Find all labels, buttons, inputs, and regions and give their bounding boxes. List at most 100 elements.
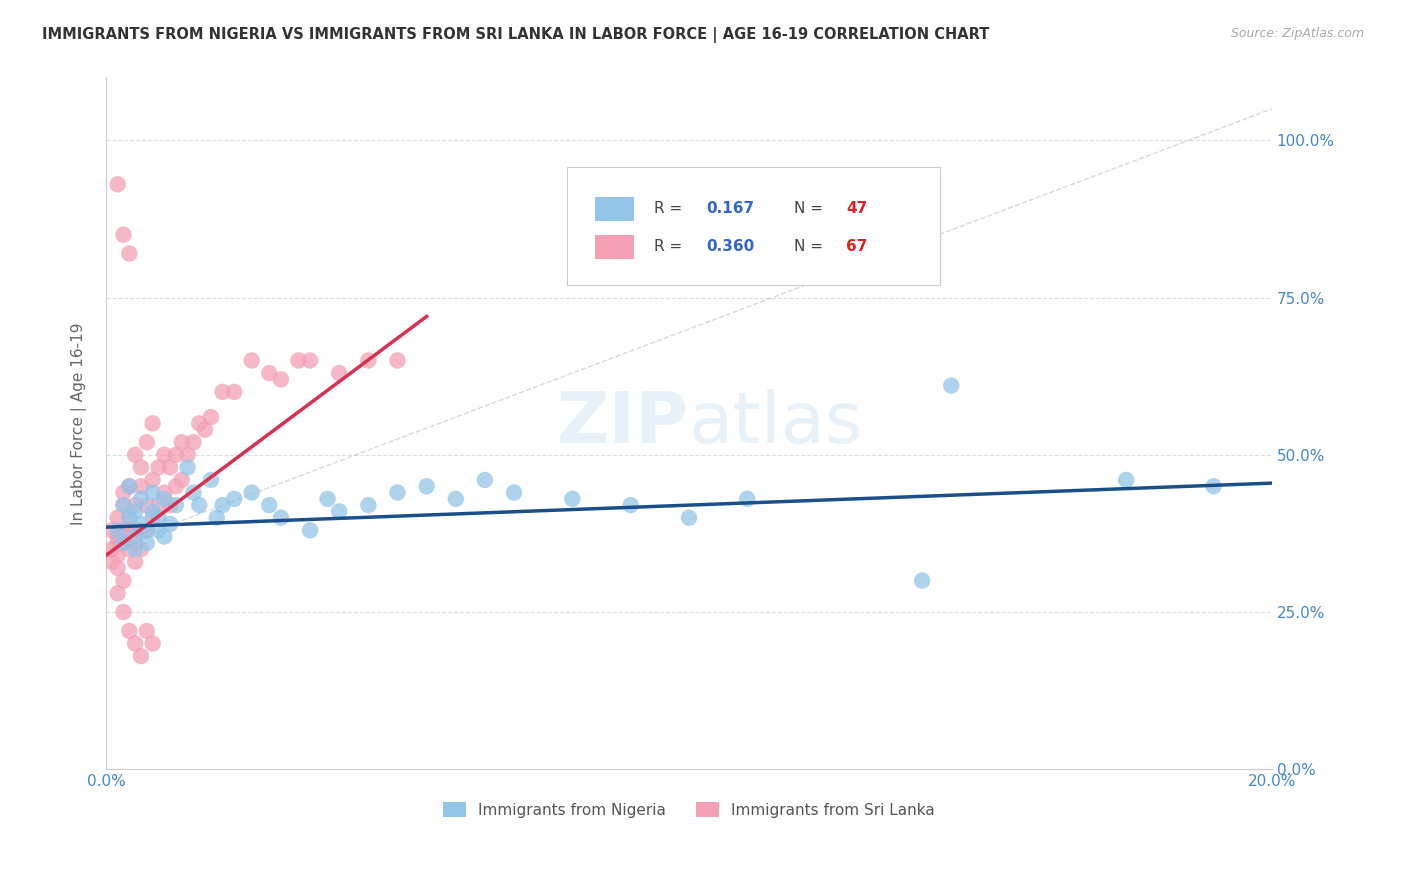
Point: [148, 460, 170, 475]
Point: [176, 448, 198, 462]
Point: [270, 372, 292, 386]
Point: [112, 605, 135, 619]
Point: [620, 498, 643, 512]
Point: [112, 536, 135, 550]
Point: [107, 586, 129, 600]
Point: [444, 491, 467, 506]
Point: [124, 530, 146, 544]
Point: [142, 504, 165, 518]
Text: N =: N =: [794, 202, 828, 217]
Point: [112, 524, 135, 538]
Point: [107, 178, 129, 192]
FancyBboxPatch shape: [595, 197, 634, 220]
Point: [148, 524, 170, 538]
Point: [118, 624, 141, 638]
Point: [118, 479, 141, 493]
Point: [112, 498, 135, 512]
Point: [129, 491, 152, 506]
Text: R =: R =: [654, 239, 688, 254]
Point: [183, 485, 205, 500]
Point: [112, 485, 135, 500]
Text: 47: 47: [846, 202, 868, 217]
Point: [148, 510, 170, 524]
Point: [328, 366, 350, 380]
Point: [211, 498, 233, 512]
Point: [240, 353, 263, 368]
Point: [357, 353, 380, 368]
Point: [118, 510, 141, 524]
Point: [142, 510, 165, 524]
Point: [735, 491, 758, 506]
Point: [224, 384, 246, 399]
Point: [124, 498, 146, 512]
Point: [107, 536, 129, 550]
Text: IMMIGRANTS FROM NIGERIA VS IMMIGRANTS FROM SRI LANKA IN LABOR FORCE | AGE 16-19 : IMMIGRANTS FROM NIGERIA VS IMMIGRANTS FR…: [42, 27, 990, 43]
Point: [1202, 479, 1225, 493]
Point: [142, 636, 165, 650]
Point: [387, 353, 409, 368]
Point: [135, 435, 157, 450]
Point: [941, 378, 963, 392]
Point: [176, 460, 198, 475]
Point: [129, 542, 152, 557]
Point: [200, 473, 222, 487]
Point: [205, 510, 228, 524]
Point: [211, 384, 233, 399]
Point: [142, 473, 165, 487]
Legend: Immigrants from Nigeria, Immigrants from Sri Lanka: Immigrants from Nigeria, Immigrants from…: [437, 796, 941, 824]
Text: N =: N =: [794, 239, 828, 254]
Point: [270, 510, 292, 524]
Point: [124, 636, 146, 650]
Point: [112, 536, 135, 550]
Point: [165, 448, 187, 462]
Point: [112, 574, 135, 588]
Point: [183, 435, 205, 450]
Point: [153, 448, 176, 462]
Point: [129, 479, 152, 493]
Point: [170, 473, 193, 487]
Point: [148, 498, 170, 512]
Point: [159, 498, 181, 512]
Text: atlas: atlas: [689, 389, 863, 458]
Point: [678, 510, 700, 524]
Point: [107, 510, 129, 524]
Point: [474, 473, 496, 487]
Point: [107, 549, 129, 563]
Point: [257, 498, 280, 512]
Point: [153, 491, 176, 506]
Point: [200, 410, 222, 425]
Point: [124, 542, 146, 557]
Point: [124, 536, 146, 550]
Point: [112, 498, 135, 512]
Point: [118, 510, 141, 524]
Point: [107, 530, 129, 544]
Point: [911, 574, 934, 588]
Point: [135, 536, 157, 550]
Point: [129, 524, 152, 538]
Point: [124, 524, 146, 538]
Point: [129, 516, 152, 531]
Point: [129, 460, 152, 475]
Point: [170, 435, 193, 450]
Point: [159, 460, 181, 475]
Point: [165, 479, 187, 493]
Point: [1115, 473, 1137, 487]
Y-axis label: In Labor Force | Age 16-19: In Labor Force | Age 16-19: [72, 322, 87, 524]
Point: [135, 524, 157, 538]
Point: [118, 542, 141, 557]
Point: [124, 448, 146, 462]
Point: [165, 498, 187, 512]
Point: [316, 491, 339, 506]
Point: [287, 353, 309, 368]
Point: [357, 498, 380, 512]
Point: [118, 479, 141, 493]
Point: [124, 504, 146, 518]
Text: 0.360: 0.360: [706, 239, 755, 254]
Point: [188, 417, 211, 431]
FancyBboxPatch shape: [595, 235, 634, 259]
Point: [101, 555, 124, 569]
Point: [159, 516, 181, 531]
Point: [415, 479, 437, 493]
Point: [135, 498, 157, 512]
Point: [387, 485, 409, 500]
